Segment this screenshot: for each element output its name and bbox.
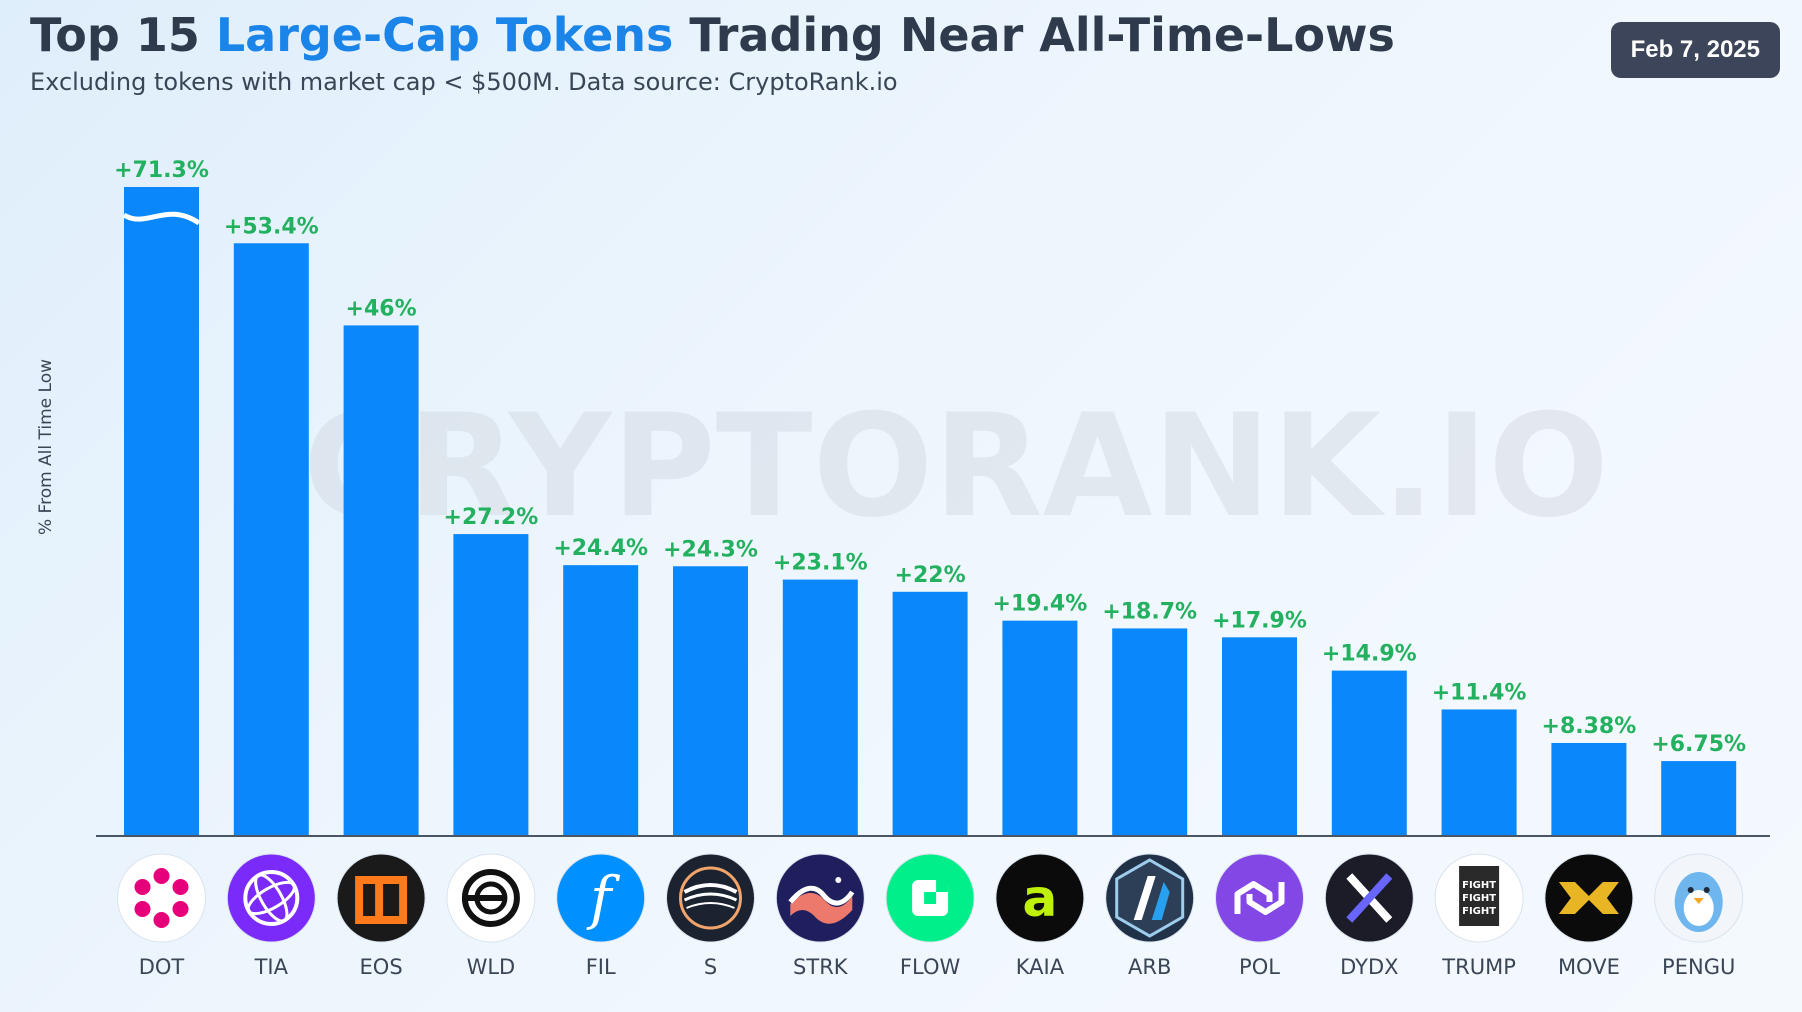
flow-logo-icon — [885, 853, 975, 943]
tick-label-move: MOVE — [1558, 955, 1620, 979]
title-part-1: Top 15 — [30, 8, 216, 62]
strk-logo-icon — [775, 853, 865, 943]
dydx-logo-icon — [1324, 853, 1414, 943]
title-accent: Large-Cap Tokens — [215, 8, 674, 62]
bar-wld — [453, 534, 529, 836]
bar-pol — [1222, 637, 1297, 836]
trump-logo-icon: FIGHT FIGHT FIGHT — [1434, 853, 1524, 943]
bar-s — [673, 566, 748, 836]
tick-label-strk: STRK — [793, 955, 849, 979]
bar-arb — [1112, 628, 1188, 836]
tick-label-pol: POL — [1239, 955, 1280, 979]
tick-label-s: S — [704, 955, 717, 979]
title-part-2: Trading Near All-Time-Lows — [673, 8, 1395, 62]
eos-logo-icon — [336, 853, 426, 943]
svg-text:FIGHT: FIGHT — [1462, 906, 1496, 917]
tick-label-dot: DOT — [139, 955, 185, 979]
data-label-pengu: +6.75% — [1651, 732, 1746, 757]
bar-move — [1551, 742, 1627, 836]
tick-label-dydx: DYDX — [1340, 955, 1398, 979]
tick-label-tia: TIA — [254, 955, 289, 979]
tick-label-fil: FIL — [586, 955, 616, 979]
bars-layer: +71.3% +53.4% +46% +27.2% +24.4% +24.3% +23.1%… — [114, 158, 1746, 836]
fil-logo-icon: f — [556, 853, 646, 943]
data-label-eos: +46% — [346, 296, 417, 321]
data-label-dydx: +14.9% — [1322, 642, 1417, 667]
bar-dot — [124, 187, 199, 836]
bar-fil — [563, 565, 639, 836]
data-label-s: +24.3% — [663, 537, 758, 562]
bar-pengu — [1661, 761, 1737, 836]
bar-tia — [233, 243, 309, 836]
data-label-tia: +53.4% — [224, 214, 319, 239]
data-label-flow: +22% — [895, 563, 966, 588]
bar-dydx — [1331, 670, 1407, 836]
watermark: CRYPTORANK.IO — [303, 384, 1609, 549]
svg-text:FIGHT: FIGHT — [1462, 893, 1496, 904]
data-label-dot: +71.3% — [114, 158, 209, 183]
arb-logo-icon — [1105, 853, 1195, 943]
data-label-kaia: +19.4% — [993, 592, 1088, 617]
bar-eos — [343, 325, 419, 836]
data-label-trump: +11.4% — [1432, 680, 1527, 705]
header: Top 15 Large-Cap Tokens Trading Near All… — [30, 8, 1395, 96]
tick-label-arb: ARB — [1128, 955, 1171, 979]
date-badge: Feb 7, 2025 — [1610, 22, 1780, 78]
svg-text:a: a — [1022, 869, 1057, 929]
dot-logo-icon — [117, 853, 206, 943]
tick-label-pengu: PENGU — [1662, 955, 1735, 979]
wld-logo-icon — [446, 853, 536, 943]
bar-trump — [1441, 709, 1517, 836]
pengu-logo-icon — [1654, 853, 1744, 943]
icons-layer: DOT TIA EOS WLD f FIL S STRK FLOW a KAIA ARB POL DYDX… — [117, 853, 1744, 979]
bar-kaia — [1002, 620, 1078, 836]
bar-strk — [782, 579, 858, 836]
tick-label-flow: FLOW — [900, 955, 961, 979]
move-logo-icon — [1544, 853, 1634, 943]
page-title: Top 15 Large-Cap Tokens Trading Near All… — [30, 8, 1395, 62]
pol-logo-icon — [1215, 853, 1304, 943]
kaia-logo-icon: a — [995, 853, 1085, 943]
svg-text:FIGHT: FIGHT — [1462, 880, 1496, 891]
data-label-move: +8.38% — [1542, 714, 1637, 739]
data-label-strk: +23.1% — [773, 551, 868, 576]
s-logo-icon — [666, 853, 755, 943]
bar-flow — [892, 591, 968, 836]
tick-label-kaia: KAIA — [1016, 955, 1065, 979]
tick-label-wld: WLD — [467, 955, 516, 979]
data-label-wld: +27.2% — [444, 505, 539, 530]
data-label-pol: +17.9% — [1212, 608, 1307, 633]
tia-logo-icon — [226, 853, 316, 943]
axis-break-mark — [122, 211, 201, 226]
tick-label-eos: EOS — [360, 955, 403, 979]
tick-label-trump: TRUMP — [1441, 955, 1516, 979]
data-label-fil: +24.4% — [553, 536, 648, 561]
subtitle: Excluding tokens with market cap < $500M… — [30, 68, 898, 96]
data-label-arb: +18.7% — [1102, 599, 1197, 624]
